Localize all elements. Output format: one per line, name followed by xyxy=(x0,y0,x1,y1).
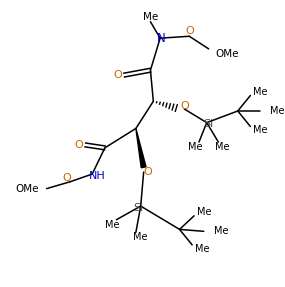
Text: Me: Me xyxy=(215,142,229,152)
Text: O: O xyxy=(74,140,83,150)
Text: Me: Me xyxy=(197,207,211,217)
Text: OMe: OMe xyxy=(215,49,239,59)
Text: Si: Si xyxy=(134,203,144,213)
Text: Me: Me xyxy=(195,244,209,254)
Text: Me: Me xyxy=(270,106,284,116)
Text: Me: Me xyxy=(133,232,147,242)
Text: OMe: OMe xyxy=(15,184,39,194)
Text: O: O xyxy=(143,167,152,177)
Text: O: O xyxy=(186,26,195,36)
Text: O: O xyxy=(113,70,122,80)
Text: NH: NH xyxy=(89,171,105,181)
Text: Si: Si xyxy=(203,119,214,129)
Text: Me: Me xyxy=(105,220,120,230)
Text: Me: Me xyxy=(253,125,268,135)
Polygon shape xyxy=(136,129,146,168)
Text: Me: Me xyxy=(143,12,158,22)
Text: O: O xyxy=(180,101,189,111)
Text: Me: Me xyxy=(213,226,228,236)
Text: Me: Me xyxy=(188,142,202,152)
Text: O: O xyxy=(63,173,71,183)
Text: N: N xyxy=(157,32,166,45)
Text: Me: Me xyxy=(253,87,268,97)
